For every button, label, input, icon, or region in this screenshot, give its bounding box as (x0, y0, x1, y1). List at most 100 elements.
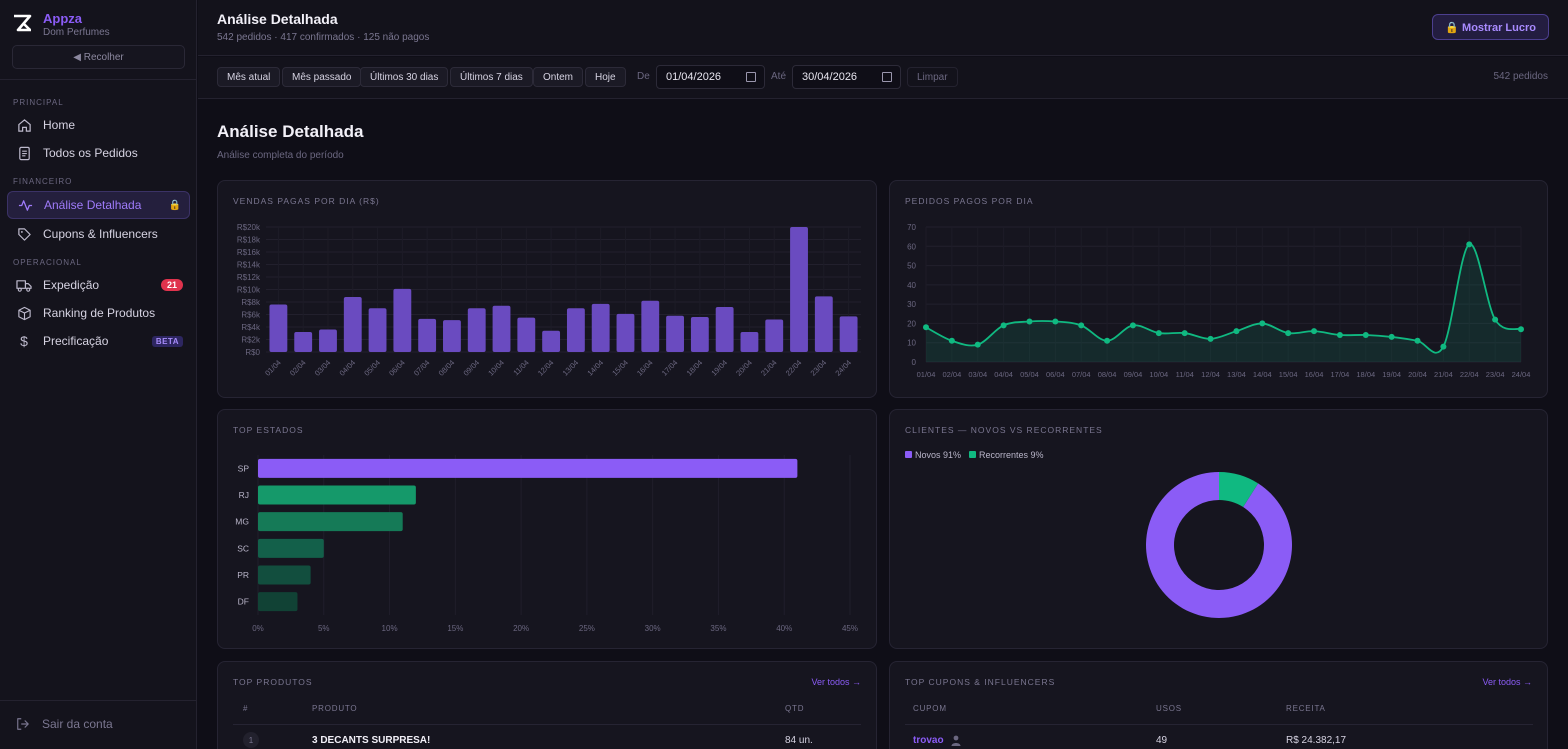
show-profit-button[interactable]: 🔒 Mostrar Lucro (1432, 14, 1549, 40)
see-all-products-link[interactable]: Ver todos → (811, 677, 861, 687)
coupon-code-link[interactable]: trovao (913, 735, 944, 746)
donut-slice (1219, 472, 1259, 508)
data-point (1155, 330, 1162, 337)
x-tick-label: 18/04 (1356, 370, 1375, 379)
donut-slice (1146, 472, 1292, 618)
from-label: De (637, 71, 650, 82)
x-tick-label: 25% (579, 624, 595, 633)
sidebar-item-home[interactable]: Home (7, 111, 190, 139)
y-tick-label: 20 (907, 319, 916, 328)
filter-current-month[interactable]: Mês atual (217, 67, 281, 87)
column-header-product: PRODUTO (312, 704, 358, 713)
sales-bar-chart: R$0 R$2k R$4k R$6k R$8k R$10k R$12k R$14k R$16k R… (237, 223, 861, 378)
activity-icon (17, 197, 33, 213)
bar (258, 565, 311, 585)
y-tick-label: 70 (907, 223, 916, 232)
lock-icon: 🔒 (168, 199, 181, 211)
data-point (1000, 322, 1007, 329)
sidebar-item-coupons[interactable]: Cupons & Influencers (7, 220, 190, 248)
y-tick-label: PR (237, 570, 249, 580)
clients-donut-chart (1146, 472, 1292, 618)
chart-title: PEDIDOS PAGOS POR DIA (905, 196, 1034, 206)
y-tick-label: R$6k (241, 311, 261, 320)
orders-line-chart: 0 10 20 30 40 50 60 70 01/04 02/04 03/04 04/04 05/04… (907, 223, 1530, 379)
y-tick-label: SP (238, 463, 250, 473)
end-date-value: 30/04/2026 (802, 71, 858, 83)
table-row[interactable]: trovao 49 R$ 24.382,17 (905, 732, 1533, 749)
filter-last-30-days[interactable]: Últimos 30 dias (360, 67, 449, 87)
column-header-revenue: RECEITA (1286, 704, 1326, 713)
see-all-coupons-link[interactable]: Ver todos → (1482, 677, 1532, 687)
data-point (974, 341, 981, 348)
data-point (1285, 330, 1292, 337)
bar (616, 313, 635, 352)
sidebar-item-analysis[interactable]: Análise Detalhada 🔒 (7, 191, 190, 219)
coupon-revenue: R$ 24.382,17 (1286, 735, 1347, 746)
filter-today[interactable]: Hoje (585, 67, 626, 87)
calendar-icon[interactable] (746, 72, 756, 82)
sidebar-item-orders[interactable]: Todos os Pedidos (7, 139, 190, 167)
x-tick-label: 13/04 (1227, 370, 1246, 379)
x-tick-label: 15/04 (1279, 370, 1298, 379)
x-tick-label: 30% (645, 624, 661, 633)
date-filter-bar: Mês atual Mês passado Últimos 30 dias Úl… (198, 57, 1568, 99)
data-point (1181, 330, 1188, 337)
x-tick-label: 20/04 (1408, 370, 1427, 379)
y-tick-label: 60 (907, 242, 916, 251)
filter-last-7-days[interactable]: Últimos 7 dias (450, 67, 533, 87)
bar (269, 304, 288, 352)
table-row[interactable]: 1 3 DECANTS SURPRESA! 84 un. (233, 732, 861, 749)
sidebar-item-label: Expedição (43, 278, 100, 292)
top-states-card: TOP ESTADOS 0% 5% 10% 15% 20% 25% 30% 35% 40% 45%… (217, 409, 877, 649)
y-tick-label: 10 (907, 339, 916, 348)
sidebar: Appza Dom Perfumes ◀ Recolher PRINCIPAL … (0, 0, 197, 749)
y-tick-label: R$16k (237, 248, 261, 257)
sidebar-item-shipping[interactable]: Expedição 21 (7, 271, 190, 299)
x-tick-label: 11/04 (511, 358, 530, 377)
sidebar-item-label: Análise Detalhada (44, 198, 142, 212)
bar (839, 316, 858, 352)
end-date-input[interactable]: 30/04/2026 (792, 65, 901, 89)
calendar-icon[interactable] (882, 72, 892, 82)
x-tick-label: 18/04 (685, 358, 705, 378)
collapse-sidebar-button[interactable]: ◀ Recolher (12, 45, 185, 69)
chart-legend: Novos 91% Recorrentes 9% (905, 450, 1044, 460)
orders-per-day-card: PEDIDOS PAGOS POR DIA 0 10 20 30 40 50 60 70 01/… (889, 180, 1548, 398)
x-tick-label: 07/04 (1072, 370, 1091, 379)
filter-yesterday[interactable]: Ontem (533, 67, 584, 87)
package-icon (16, 305, 32, 321)
clients-card: CLIENTES — NOVOS VS RECORRENTES Novos 91… (889, 409, 1548, 649)
x-tick-label: 23/04 (809, 358, 829, 378)
user-icon (951, 735, 961, 746)
x-tick-label: 20/04 (734, 358, 754, 378)
x-tick-label: 22/04 (784, 358, 804, 378)
x-tick-label: 11/04 (1176, 370, 1194, 379)
data-point (923, 324, 929, 331)
data-point (1362, 332, 1369, 338)
brand[interactable]: Appza Dom Perfumes (12, 11, 110, 39)
bar (319, 329, 337, 352)
x-tick-label: 01/04 (917, 370, 936, 379)
bar (765, 319, 784, 352)
x-tick-label: 04/04 (994, 370, 1013, 379)
top-coupons-card: TOP CUPONS & INFLUENCERS Ver todos → CUP… (889, 661, 1548, 749)
data-point (1259, 320, 1266, 327)
beta-badge: BETA (151, 335, 183, 347)
document-icon (16, 145, 32, 161)
start-date-input[interactable]: 01/04/2026 (656, 65, 765, 89)
top-header: Análise Detalhada 542 pedidos · 417 conf… (198, 0, 1568, 56)
x-tick-label: 06/04 (387, 358, 407, 378)
bar (740, 332, 759, 352)
bar (492, 305, 511, 352)
data-point (1414, 337, 1421, 344)
x-tick-label: 05/04 (1020, 370, 1039, 379)
data-point (1440, 343, 1447, 350)
x-tick-label: 09/04 (461, 358, 481, 378)
x-tick-label: 17/04 (1331, 370, 1350, 379)
filter-last-month[interactable]: Mês passado (282, 67, 362, 87)
x-tick-label: 04/04 (338, 358, 358, 378)
logout-button[interactable]: Sair da conta (16, 717, 113, 731)
clear-filter-button[interactable]: Limpar (907, 67, 958, 87)
sidebar-item-pricing[interactable]: $ Precificação BETA (7, 327, 190, 355)
sidebar-item-ranking[interactable]: Ranking de Produtos (7, 299, 190, 327)
